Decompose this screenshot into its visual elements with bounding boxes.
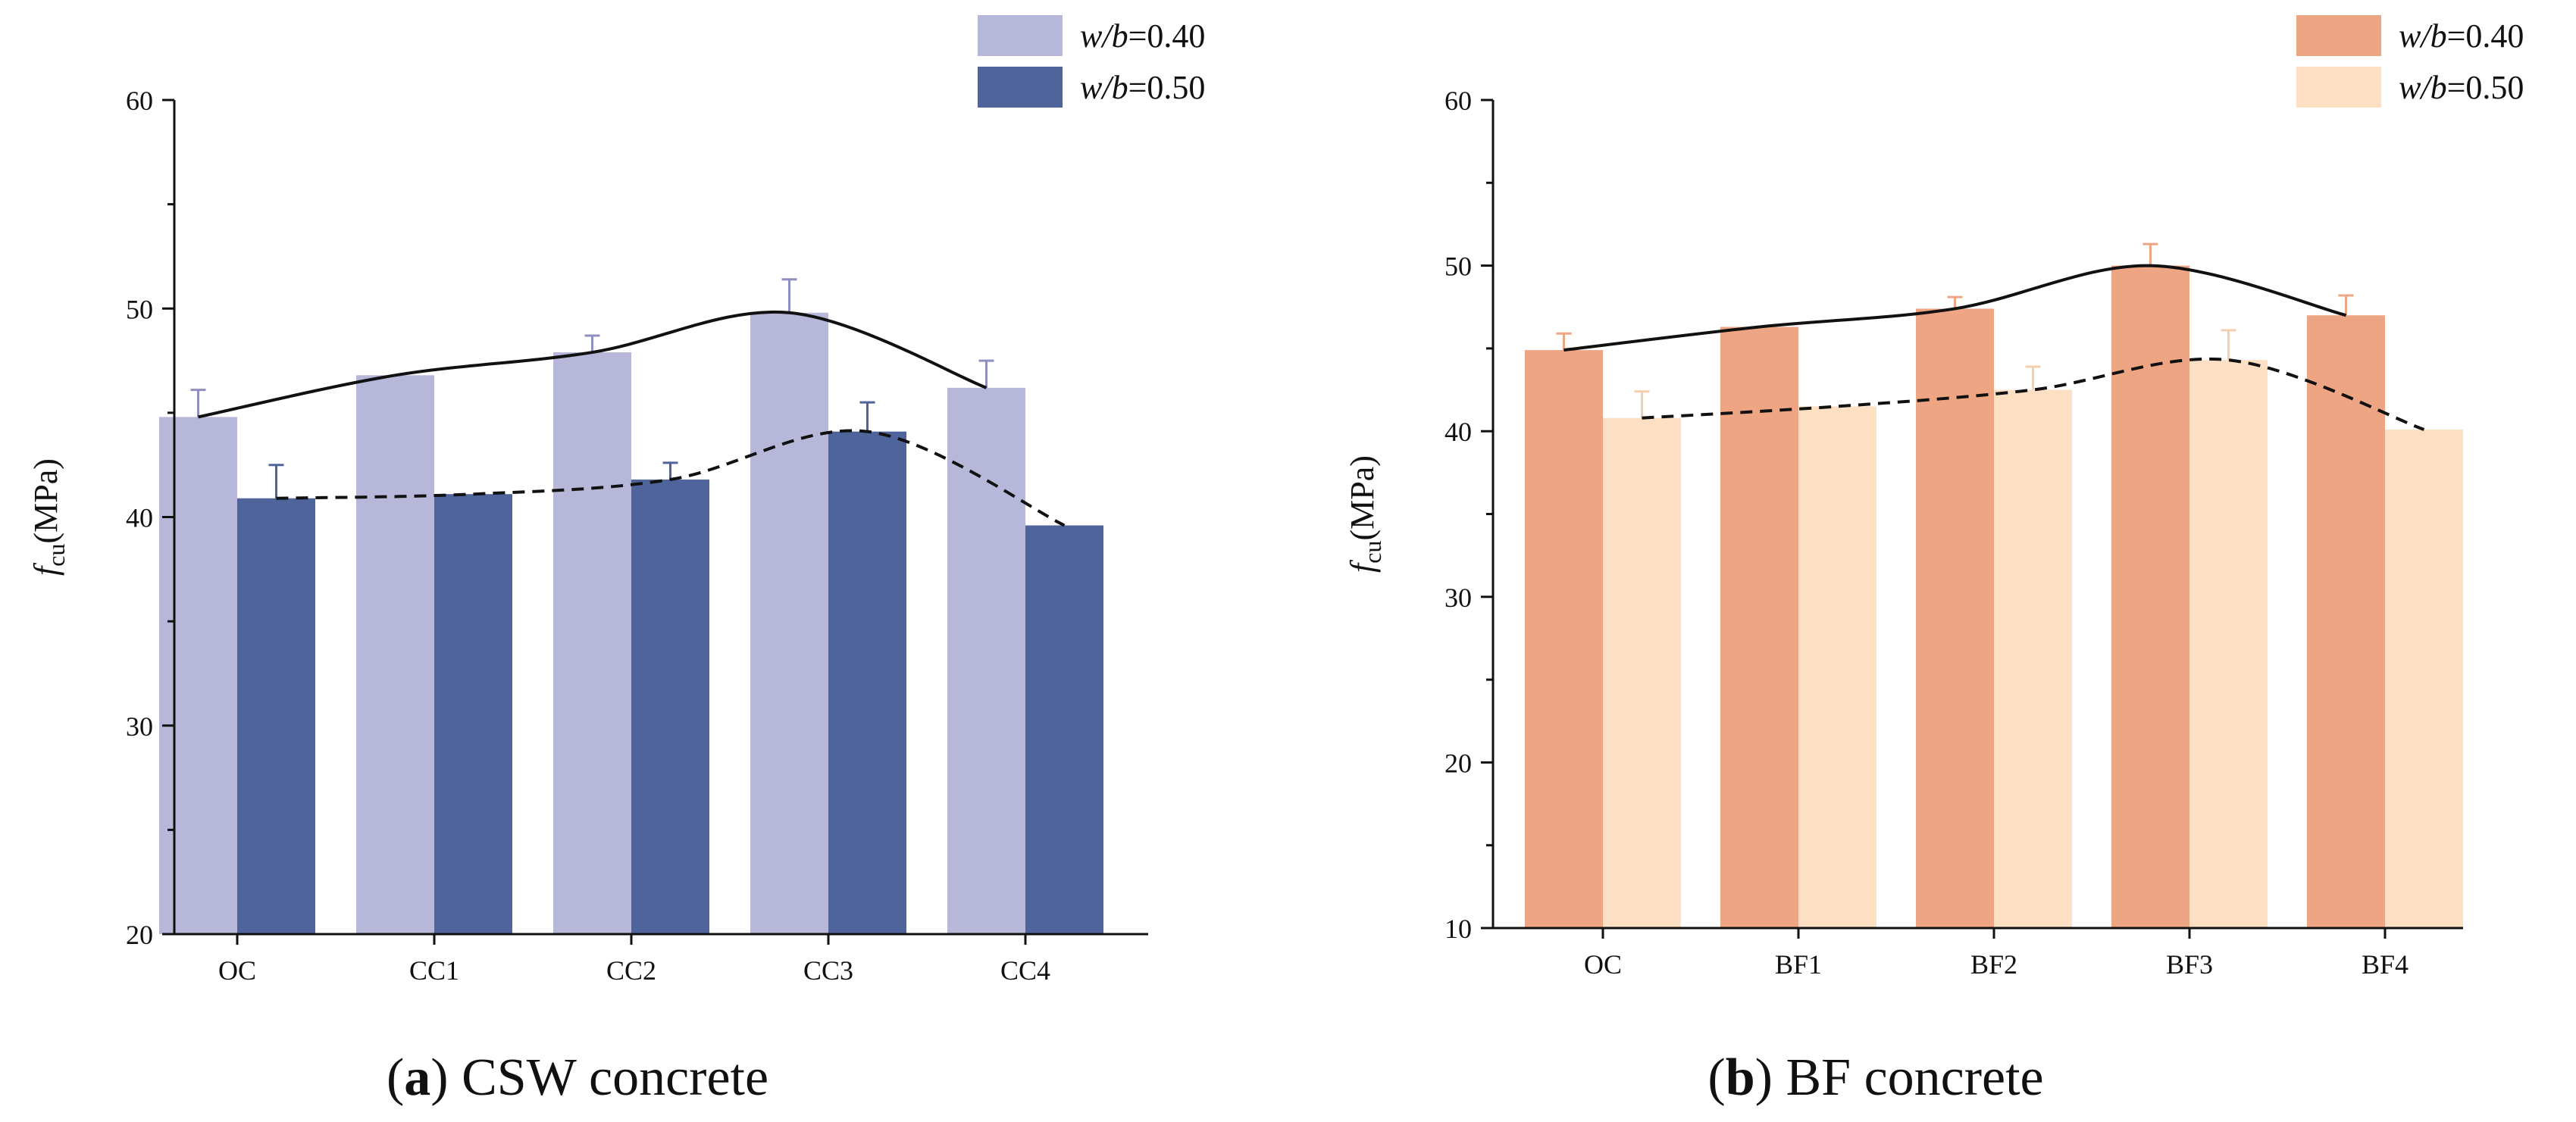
panel-a-ytick-label-50: 50 <box>126 294 153 324</box>
panel-a-legend-swatch-s2 <box>978 67 1063 108</box>
caption-b: (b) BF concrete <box>1707 1049 2043 1107</box>
panel-a-ylabel: fcu(MPa) <box>27 458 70 576</box>
panel-b-ylabel-subscript: cu <box>1359 541 1386 564</box>
panel-a-xtick-label-cc4: CC4 <box>1000 955 1050 986</box>
panel-b-bar-s1-oc <box>1525 350 1603 928</box>
panel-b-legend-swatch-s1 <box>2296 15 2381 56</box>
caption-b-text: BF concrete <box>1786 1049 2043 1107</box>
panel-a-legend-value-s2: =0.50 <box>1128 69 1206 106</box>
caption-a: (a) CSW concrete <box>387 1049 768 1107</box>
panel-a-legend-ratio-s1: w/b <box>1080 17 1128 55</box>
panel-a-bar-s2-cc4 <box>1025 525 1103 934</box>
panel-b-bar-s2-bf1 <box>1798 406 1876 928</box>
panel-b-xtick-label-bf4: BF4 <box>2362 949 2409 980</box>
panel-b-bar-s2-bf3 <box>2189 360 2268 928</box>
panel-a-trend-line-s2 <box>276 429 1066 527</box>
panel-a-bar-s2-cc1 <box>434 494 512 934</box>
panel-b-xtick-label-bf3: BF3 <box>2166 949 2213 980</box>
panel-b-bar-s2-oc <box>1603 417 1681 928</box>
panel-a-legend-swatch-s1 <box>978 15 1063 56</box>
panel-b-ytick-label-40: 40 <box>1445 417 1472 447</box>
panel-b-trend-line-s1 <box>1563 264 2346 352</box>
panel-b-legend-value-s2: =0.50 <box>2447 69 2524 106</box>
panel-a-ytick-label-20: 20 <box>126 920 153 950</box>
caption-a-text: CSW concrete <box>462 1049 768 1107</box>
panel-a-bar-s1-oc <box>159 417 237 934</box>
panel-a-legend-ratio-s2: w/b <box>1080 69 1128 106</box>
panel-b-trend-line-s2 <box>1642 357 2425 431</box>
panel-a-legend-value-s1: =0.40 <box>1128 17 1206 55</box>
panel-b-bar-s1-bf3 <box>2111 265 2189 929</box>
panel-a-bar-s1-cc2 <box>553 352 631 934</box>
panel-b-legend-label-s1: w/b=0.40 <box>2399 17 2524 55</box>
panel-a-ytick-label-40: 40 <box>126 503 153 533</box>
panel-b-bar-s1-bf2 <box>1916 308 1994 928</box>
panel-a-legend-label-s2: w/b=0.50 <box>1080 69 1205 106</box>
panel-a-legend-label-s1: w/b=0.40 <box>1080 17 1205 55</box>
panel-b-bar-s1-bf1 <box>1720 327 1798 928</box>
panel-b-bf-chart: 10 20 30 40 50 60 OC BF1 BF2 BF3 BF4 fcu(MPa) w/b=0.… <box>1344 15 2524 980</box>
panel-a-bar-s2-cc2 <box>631 479 709 934</box>
panel-b-legend-value-s1: =0.40 <box>2447 17 2524 55</box>
panel-a-bar-s1-cc4 <box>947 387 1025 935</box>
panel-b-ylabel-unit: (MPa) <box>1344 455 1381 540</box>
panel-b-ytick-label-10: 10 <box>1445 914 1472 944</box>
panel-b-ytick-label-50: 50 <box>1445 252 1472 282</box>
panel-b-xtick-label-oc: OC <box>1584 949 1622 980</box>
panel-b-ytick-label-20: 20 <box>1445 748 1472 778</box>
panel-b-ylabel: fcu(MPa) <box>1344 455 1386 573</box>
panel-a-bar-s1-cc3 <box>750 312 828 934</box>
panel-b-bar-s2-bf4 <box>2385 430 2463 928</box>
panel-a-trend-line-s1 <box>198 310 988 419</box>
panel-b-ytick-label-60: 60 <box>1445 86 1472 116</box>
panel-b-xtick-label-bf1: BF1 <box>1775 949 1822 980</box>
panel-b-bar-s2-bf2 <box>1994 389 2072 928</box>
panel-a-xtick-label-oc: OC <box>218 955 256 986</box>
caption-b-letter: b <box>1726 1049 1755 1107</box>
panel-a-xtick-label-cc3: CC3 <box>803 955 853 986</box>
panel-a-ylabel-unit: (MPa) <box>27 458 64 543</box>
panel-a-xtick-label-cc2: CC2 <box>606 955 656 986</box>
panel-a-csw-chart: 20 30 40 50 60 OC CC1 CC2 CC3 CC4 fcu(MPa) w/b=0.40… <box>27 15 1205 986</box>
caption-a-letter: a <box>404 1049 430 1107</box>
panel-a-bar-s2-cc3 <box>828 431 906 934</box>
panel-a-xtick-label-cc1: CC1 <box>409 955 459 986</box>
panel-b-legend-label-s2: w/b=0.50 <box>2399 69 2524 106</box>
panel-b-bar-s1-bf4 <box>2307 315 2385 928</box>
panel-a-bar-s2-oc <box>237 498 315 934</box>
panel-a-bar-s1-cc1 <box>356 375 434 935</box>
panel-b-legend-swatch-s2 <box>2296 67 2381 108</box>
panel-b-ytick-label-30: 30 <box>1445 583 1472 613</box>
panel-b-xtick-label-bf2: BF2 <box>1970 949 2017 980</box>
panel-a-ytick-label-30: 30 <box>126 711 153 742</box>
panel-a-ytick-label-60: 60 <box>126 86 153 116</box>
panel-b-legend-ratio-s2: w/b <box>2399 69 2447 106</box>
panel-b-legend-ratio-s1: w/b <box>2399 17 2447 55</box>
panel-a-ylabel-subscript: cu <box>42 544 70 567</box>
